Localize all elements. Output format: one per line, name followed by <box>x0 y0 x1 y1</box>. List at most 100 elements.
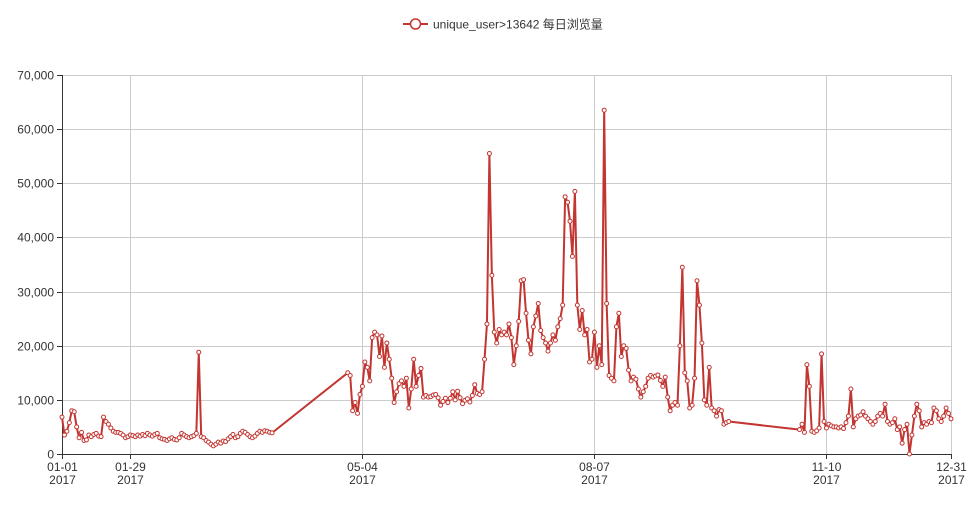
data-point[interactable] <box>64 428 70 434</box>
data-point[interactable] <box>848 386 854 392</box>
data-point[interactable] <box>660 383 666 389</box>
data-point[interactable] <box>916 408 922 414</box>
data-point[interactable] <box>442 395 448 401</box>
data-point[interactable] <box>948 416 954 422</box>
data-point[interactable] <box>457 395 463 401</box>
data-point[interactable] <box>379 333 385 339</box>
data-point[interactable] <box>643 383 649 389</box>
data-point[interactable] <box>384 340 390 346</box>
data-point[interactable] <box>538 328 544 334</box>
data-point[interactable] <box>711 408 717 414</box>
data-point[interactable] <box>928 420 934 426</box>
data-point[interactable] <box>638 394 644 400</box>
data-point[interactable] <box>889 420 895 426</box>
data-point[interactable] <box>61 432 67 438</box>
data-point[interactable] <box>269 430 275 436</box>
data-point[interactable] <box>108 425 114 431</box>
data-point[interactable] <box>433 391 439 397</box>
data-point[interactable] <box>726 419 732 425</box>
data-point[interactable] <box>347 372 353 378</box>
data-point[interactable] <box>484 321 490 327</box>
data-point[interactable] <box>892 416 898 422</box>
data-point[interactable] <box>528 351 534 357</box>
data-point[interactable] <box>914 401 920 407</box>
data-point[interactable] <box>377 354 382 360</box>
data-point[interactable] <box>938 419 944 425</box>
data-point[interactable] <box>633 376 639 382</box>
data-point[interactable] <box>535 300 541 306</box>
data-point[interactable] <box>902 427 908 433</box>
data-point[interactable] <box>445 400 451 406</box>
data-point[interactable] <box>469 393 475 399</box>
data-point[interactable] <box>460 401 466 407</box>
data-point[interactable] <box>447 395 453 401</box>
data-point[interactable] <box>364 364 370 370</box>
data-point[interactable] <box>601 107 607 113</box>
data-point[interactable] <box>369 335 375 341</box>
data-point[interactable] <box>823 425 829 431</box>
data-point[interactable] <box>506 321 512 327</box>
data-point[interactable] <box>79 429 85 435</box>
data-point[interactable] <box>655 372 661 378</box>
data-point[interactable] <box>850 424 856 430</box>
data-point[interactable] <box>359 383 365 389</box>
data-point[interactable] <box>667 408 673 414</box>
data-point[interactable] <box>516 318 522 324</box>
data-point[interactable] <box>545 348 551 354</box>
data-point[interactable] <box>491 329 497 335</box>
data-point[interactable] <box>604 300 610 306</box>
data-point[interactable] <box>508 335 514 341</box>
data-point[interactable] <box>355 410 361 416</box>
data-point[interactable] <box>799 421 805 427</box>
data-point[interactable] <box>543 340 549 346</box>
data-point[interactable] <box>362 359 368 365</box>
data-point[interactable] <box>101 414 107 420</box>
data-point[interactable] <box>435 395 441 401</box>
data-point[interactable] <box>897 424 903 430</box>
data-point[interactable] <box>882 401 888 407</box>
data-point[interactable] <box>394 389 400 395</box>
data-point[interactable] <box>154 430 160 436</box>
data-point[interactable] <box>665 394 671 400</box>
data-point[interactable] <box>567 218 573 224</box>
data-point[interactable] <box>618 354 624 360</box>
data-point[interactable] <box>381 364 387 370</box>
data-point[interactable] <box>843 420 849 426</box>
data-point[interactable] <box>562 194 568 200</box>
data-point[interactable] <box>677 343 683 349</box>
data-point[interactable] <box>565 199 571 205</box>
data-point[interactable] <box>819 351 825 357</box>
data-point[interactable] <box>689 402 695 408</box>
data-point[interactable] <box>455 388 461 394</box>
data-point[interactable] <box>933 408 939 414</box>
data-point[interactable] <box>418 365 424 371</box>
data-point[interactable] <box>555 324 561 330</box>
data-point[interactable] <box>196 349 202 355</box>
data-point[interactable] <box>560 302 566 308</box>
data-point[interactable] <box>352 400 358 406</box>
data-point[interactable] <box>482 356 488 362</box>
data-point[interactable] <box>816 425 822 431</box>
data-point[interactable] <box>611 378 617 384</box>
data-point[interactable] <box>71 409 77 415</box>
data-point[interactable] <box>401 383 407 389</box>
data-point[interactable] <box>858 412 864 418</box>
data-point[interactable] <box>479 389 485 395</box>
data-point[interactable] <box>464 396 470 402</box>
data-point[interactable] <box>438 402 444 408</box>
data-point[interactable] <box>450 389 456 395</box>
data-point[interactable] <box>416 372 422 378</box>
data-point[interactable] <box>176 435 182 441</box>
data-point[interactable] <box>804 362 810 368</box>
data-point[interactable] <box>591 329 597 335</box>
data-point[interactable] <box>684 378 690 384</box>
data-point[interactable] <box>706 364 712 370</box>
data-point[interactable] <box>845 413 851 419</box>
data-point[interactable] <box>899 440 905 446</box>
data-point[interactable] <box>919 424 925 430</box>
data-point[interactable] <box>533 313 539 319</box>
data-point[interactable] <box>467 399 473 405</box>
data-point[interactable] <box>577 326 583 332</box>
data-point[interactable] <box>841 426 847 432</box>
data-point[interactable] <box>801 429 807 435</box>
